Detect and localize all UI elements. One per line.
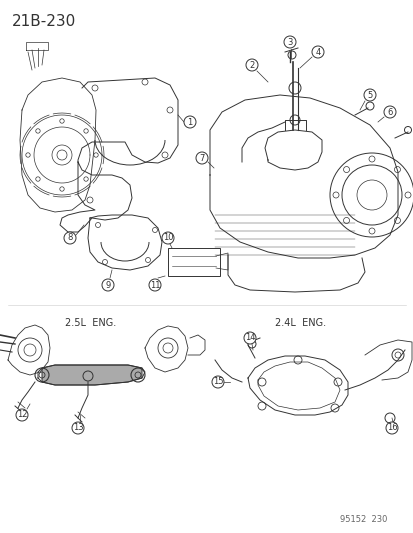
Circle shape xyxy=(245,59,257,71)
Bar xyxy=(168,248,219,276)
Text: 14: 14 xyxy=(244,334,255,343)
Text: 2.5L  ENG.: 2.5L ENG. xyxy=(65,318,116,328)
Text: 4: 4 xyxy=(315,47,320,56)
Circle shape xyxy=(161,232,173,244)
Text: 1: 1 xyxy=(187,117,192,126)
Circle shape xyxy=(211,376,223,388)
Circle shape xyxy=(183,116,195,128)
Text: 21B-230: 21B-230 xyxy=(12,14,76,29)
Circle shape xyxy=(385,422,397,434)
Text: 13: 13 xyxy=(73,424,83,432)
Circle shape xyxy=(16,409,28,421)
Text: 15: 15 xyxy=(212,377,223,386)
Text: 9: 9 xyxy=(105,280,110,289)
Circle shape xyxy=(363,89,375,101)
Circle shape xyxy=(283,36,295,48)
Text: 10: 10 xyxy=(162,233,173,243)
Circle shape xyxy=(149,279,161,291)
Circle shape xyxy=(72,422,84,434)
Text: 7: 7 xyxy=(199,154,204,163)
Text: 6: 6 xyxy=(387,108,392,117)
Text: 16: 16 xyxy=(386,424,396,432)
Text: 12: 12 xyxy=(17,410,27,419)
Circle shape xyxy=(311,46,323,58)
Circle shape xyxy=(383,106,395,118)
Text: 3: 3 xyxy=(287,37,292,46)
Text: 5: 5 xyxy=(366,91,372,100)
Text: 11: 11 xyxy=(150,280,160,289)
Circle shape xyxy=(64,232,76,244)
Text: 2.4L  ENG.: 2.4L ENG. xyxy=(274,318,325,328)
Polygon shape xyxy=(42,365,142,385)
Text: 2: 2 xyxy=(249,61,254,69)
Circle shape xyxy=(102,279,114,291)
Circle shape xyxy=(195,152,207,164)
Text: 95152  230: 95152 230 xyxy=(339,515,387,524)
Circle shape xyxy=(243,332,255,344)
Text: 8: 8 xyxy=(67,233,73,243)
